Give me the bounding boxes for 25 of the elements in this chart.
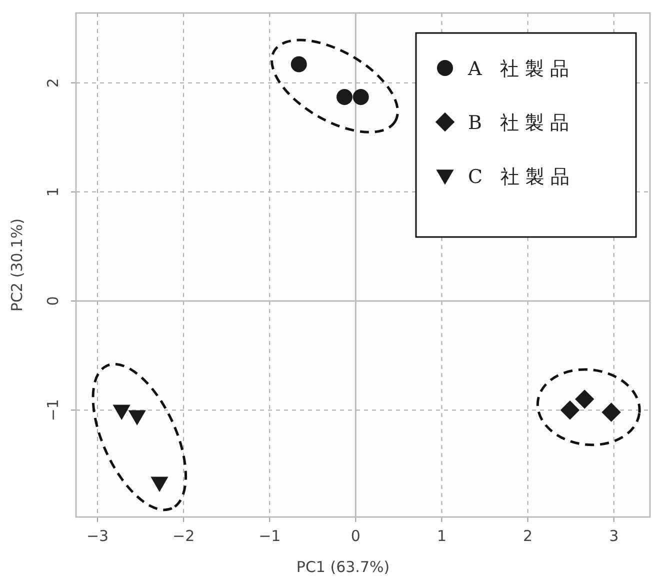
point — [128, 410, 146, 426]
y-axis-title: PC2 (30.1%) — [8, 218, 26, 312]
x-tick-label: −1 — [258, 527, 281, 545]
legend-label: B 社製品 — [468, 112, 576, 134]
y-tick-label: 1 — [44, 187, 62, 197]
y-tick-label: 0 — [44, 296, 62, 306]
point — [574, 390, 594, 409]
legend-label: C 社製品 — [468, 166, 576, 188]
legend-label: A 社製品 — [467, 58, 575, 80]
x-axis-title: PC1 (63.7%) — [296, 558, 390, 576]
y-tick-label: −1 — [44, 399, 62, 422]
x-tick-label: 1 — [436, 527, 447, 545]
y-tick-label: 2 — [44, 78, 62, 88]
point — [290, 56, 307, 72]
point — [336, 89, 352, 105]
x-tick-label: −3 — [86, 527, 109, 545]
point — [602, 402, 621, 422]
x-tick-label: 2 — [523, 527, 533, 545]
point — [352, 89, 369, 105]
x-tick-label: −2 — [172, 527, 195, 545]
point — [560, 400, 580, 420]
point — [112, 404, 130, 420]
x-tick-label: 3 — [609, 527, 619, 545]
point — [150, 476, 168, 492]
x-tick-label: 0 — [350, 527, 360, 545]
